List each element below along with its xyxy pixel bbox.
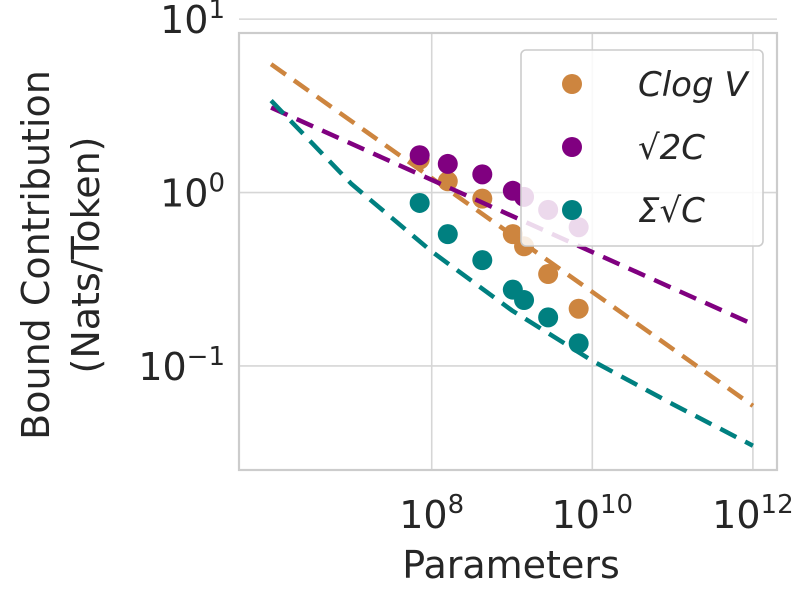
legend-label-1: √2C bbox=[638, 128, 705, 168]
y-tick-label-0: 101 bbox=[160, 0, 225, 42]
legend-label-2: Σ√C bbox=[638, 191, 705, 231]
x-tick-label-2: 1012 bbox=[712, 490, 793, 537]
legend-marker-2 bbox=[562, 200, 582, 220]
tick-labels: 108 1010 1012 101 100 10−1 bbox=[138, 0, 793, 537]
point-series-0-1 bbox=[437, 171, 458, 192]
x-tick-label-0: 108 bbox=[399, 490, 464, 537]
y-axis-label: Bound Contribution bbox=[14, 70, 58, 440]
point-series-0-5 bbox=[538, 264, 559, 285]
y-tick-label-2: 10−1 bbox=[138, 342, 225, 389]
legend-marker-1 bbox=[562, 137, 582, 157]
point-series-1-2 bbox=[472, 164, 493, 185]
legend-box bbox=[520, 49, 764, 247]
point-series-2-4 bbox=[514, 290, 535, 311]
point-series-1-0 bbox=[409, 145, 430, 166]
point-series-2-5 bbox=[538, 307, 559, 328]
point-series-2-1 bbox=[437, 224, 458, 245]
point-series-2-0 bbox=[409, 192, 430, 213]
fit-line-series-2 bbox=[269, 99, 754, 448]
point-series-1-1 bbox=[437, 153, 458, 174]
y-axis-label-group: Bound Contribution (Nats/Token) bbox=[14, 70, 108, 440]
legend-marker-0 bbox=[562, 74, 582, 94]
y-tick-label-1: 100 bbox=[160, 169, 225, 216]
x-tick-label-1: 1010 bbox=[552, 490, 633, 537]
point-series-2-6 bbox=[568, 333, 589, 354]
legend-label-0: Clog V bbox=[638, 65, 750, 105]
y-axis-label-units: (Nats/Token) bbox=[64, 137, 108, 374]
legend: Clog V √2C Σ√C bbox=[520, 49, 764, 247]
point-series-0-6 bbox=[568, 298, 589, 319]
x-axis-label: Parameters bbox=[402, 543, 620, 587]
plot-frame bbox=[237, 31, 779, 472]
point-series-2-2 bbox=[472, 250, 493, 271]
series-2 bbox=[269, 99, 754, 448]
fit-line-series-1 bbox=[270, 105, 754, 327]
